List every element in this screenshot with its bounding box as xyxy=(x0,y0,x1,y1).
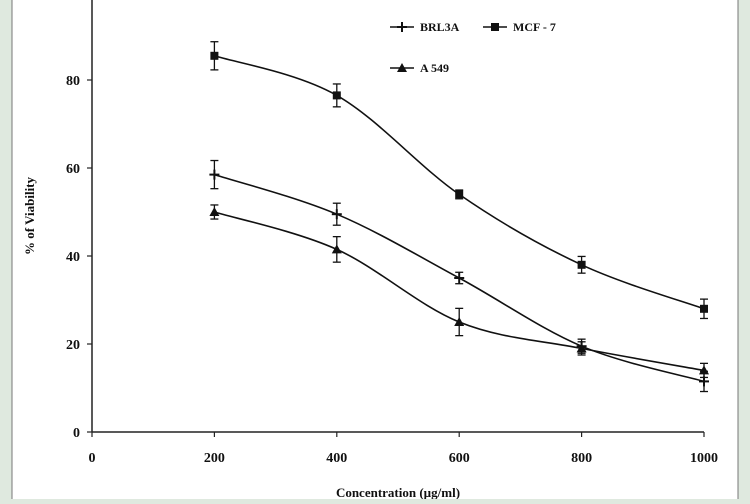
legend-item: MCF - 7 xyxy=(483,20,556,34)
y-tick-label: 40 xyxy=(66,250,80,265)
series-mcf-7 xyxy=(210,41,708,320)
y-tick-label: 80 xyxy=(66,74,80,89)
series-a-549 xyxy=(209,204,709,379)
legend-label: BRL3A xyxy=(420,20,460,34)
marker-triangle xyxy=(209,207,220,216)
marker-square xyxy=(332,91,341,100)
plot-panel xyxy=(11,0,739,504)
y-tick-label: 0 xyxy=(73,426,80,441)
x-tick-label: 200 xyxy=(204,451,225,466)
marker-triangle xyxy=(454,317,465,326)
x-tick-label: 400 xyxy=(326,451,347,466)
marker-square xyxy=(210,51,219,60)
y-tick-label: 60 xyxy=(66,162,80,177)
marker-plus xyxy=(397,22,407,32)
marker-square xyxy=(700,304,708,313)
marker-square xyxy=(455,190,464,199)
y-tick-label: 20 xyxy=(66,338,80,353)
legend-item: BRL3A xyxy=(390,20,460,34)
legend-item: A 549 xyxy=(390,61,449,75)
marker-triangle xyxy=(576,343,587,353)
marker-plus xyxy=(209,169,220,180)
legend: BRL3A MCF - 7 A 549 xyxy=(390,20,556,75)
x-tick-label: 0 xyxy=(89,451,96,466)
axes: 0 200 400 600 800 1000 0 20 40 60 80 xyxy=(66,0,718,466)
x-axis-title: Concentration (µg/ml) xyxy=(336,485,460,499)
legend-label: A 549 xyxy=(420,61,449,75)
marker-square xyxy=(491,23,499,31)
marker-triangle xyxy=(397,63,407,72)
legend-label: MCF - 7 xyxy=(513,20,556,34)
marker-square xyxy=(577,260,586,269)
y-axis-title: % of Viability xyxy=(22,177,37,256)
marker-plus xyxy=(331,209,342,220)
series-layer xyxy=(209,41,709,393)
marker-triangle xyxy=(331,244,342,254)
x-tick-label: 800 xyxy=(571,451,592,466)
x-tick-label: 600 xyxy=(449,451,470,466)
marker-triangle xyxy=(699,365,709,375)
x-tick-label: 1000 xyxy=(690,451,718,466)
marker-plus xyxy=(454,273,465,283)
